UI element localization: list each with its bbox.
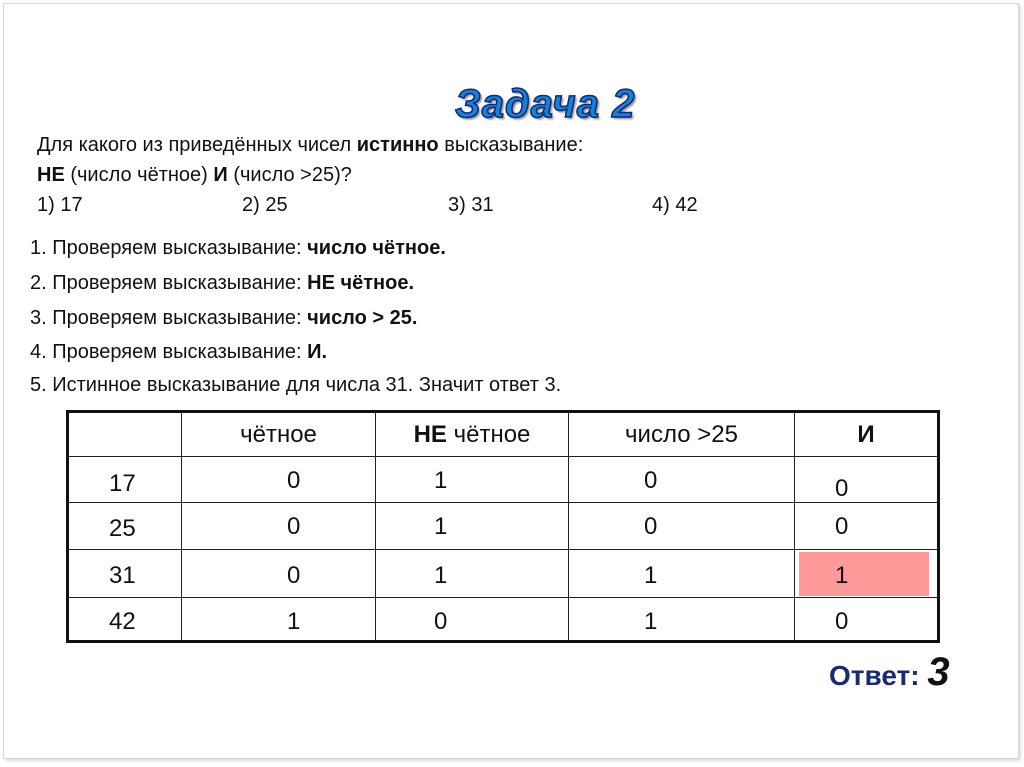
header-empty bbox=[67, 411, 182, 457]
option-2: 2) 25 bbox=[242, 194, 288, 216]
cell-value: 42 bbox=[109, 608, 136, 635]
cell-value: 1 bbox=[835, 562, 849, 589]
row-number-cell: 17 bbox=[67, 456, 182, 503]
cell-value: 1 bbox=[287, 608, 301, 635]
step-4: 4. Проверяем высказывание: И. bbox=[30, 341, 328, 363]
table-row: 31 0 1 1 1 bbox=[67, 549, 939, 598]
cell-value: 0 bbox=[287, 467, 301, 494]
table-row: 17 0 1 0 0 bbox=[67, 456, 939, 503]
value-cell: 1 bbox=[181, 597, 376, 642]
cell-value: 0 bbox=[287, 562, 301, 589]
value-cell: 1 bbox=[794, 549, 939, 598]
answer: Ответ: 3 bbox=[829, 650, 950, 694]
value-cell: 0 bbox=[375, 597, 569, 642]
table-row: 42 1 0 1 0 bbox=[67, 597, 939, 642]
table-row: 25 0 1 0 0 bbox=[67, 502, 939, 550]
cell-value: 0 bbox=[434, 608, 448, 635]
cell-value: 31 bbox=[109, 562, 136, 589]
cell-value: 0 bbox=[835, 513, 849, 540]
value-cell: 1 bbox=[568, 549, 795, 598]
header-not-even: НЕ чётное bbox=[375, 411, 569, 457]
value-cell: 0 bbox=[181, 502, 376, 550]
cell-value: 25 bbox=[109, 515, 136, 542]
value-cell: 0 bbox=[568, 456, 795, 503]
cell-value: 0 bbox=[644, 467, 658, 494]
value-cell: 1 bbox=[375, 549, 569, 598]
value-cell: 0 bbox=[794, 456, 939, 503]
row-number-cell: 42 bbox=[67, 597, 182, 642]
option-4: 4) 42 bbox=[652, 194, 698, 216]
question-line-2: НЕ (число чётное) И (число >25)? bbox=[37, 164, 352, 186]
option-1: 1) 17 bbox=[37, 194, 83, 216]
cell-value: 1 bbox=[434, 562, 448, 589]
cell-value: 1 bbox=[644, 608, 658, 635]
slide-frame bbox=[3, 3, 1019, 759]
table-header-row: чётное НЕ чётное число >25 И bbox=[67, 411, 939, 457]
header-gt25: число >25 bbox=[568, 411, 795, 457]
value-cell: 1 bbox=[568, 597, 795, 642]
value-cell: 0 bbox=[794, 502, 939, 550]
option-3: 3) 31 bbox=[448, 194, 494, 216]
row-number-cell: 31 bbox=[67, 549, 182, 598]
highlight bbox=[799, 552, 929, 596]
header-even: чётное bbox=[181, 411, 376, 457]
cell-value: 1 bbox=[644, 562, 658, 589]
step-5: 5. Истинное высказывание для числа 31. З… bbox=[30, 374, 562, 396]
cell-value: 0 bbox=[835, 608, 849, 635]
row-number-cell: 25 bbox=[67, 502, 182, 550]
cell-value: 0 bbox=[835, 475, 849, 502]
value-cell: 0 bbox=[568, 502, 795, 550]
cell-value: 17 bbox=[109, 470, 136, 497]
cell-value: 0 bbox=[287, 513, 301, 540]
cell-value: 0 bbox=[644, 513, 658, 540]
step-1: 1. Проверяем высказывание: число чётное. bbox=[30, 237, 446, 259]
slide-title: Задача 2 bbox=[454, 81, 636, 127]
value-cell: 1 bbox=[375, 456, 569, 503]
value-cell: 0 bbox=[181, 456, 376, 503]
value-cell: 1 bbox=[375, 502, 569, 550]
cell-value: 1 bbox=[434, 513, 448, 540]
question-line-1: Для какого из приведённых чисел истинно … bbox=[37, 134, 584, 156]
truth-table: чётное НЕ чётное число >25 И 17 0 1 0 0 25 0 1 0… bbox=[66, 410, 940, 643]
step-2: 2. Проверяем высказывание: НЕ чётное. bbox=[30, 272, 415, 294]
cell-value: 1 bbox=[434, 467, 448, 494]
value-cell: 0 bbox=[794, 597, 939, 642]
header-and: И bbox=[794, 411, 939, 457]
step-3: 3. Проверяем высказывание: число > 25. bbox=[30, 307, 418, 329]
value-cell: 0 bbox=[181, 549, 376, 598]
